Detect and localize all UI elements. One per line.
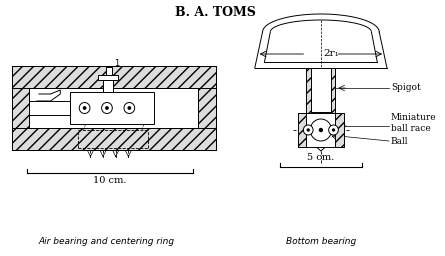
Circle shape bbox=[307, 129, 309, 131]
Text: Air bearing and centering ring: Air bearing and centering ring bbox=[39, 237, 175, 246]
Bar bbox=[198, 88, 216, 128]
Text: 1: 1 bbox=[114, 59, 119, 69]
Circle shape bbox=[128, 107, 130, 109]
Bar bbox=[298, 113, 306, 147]
Bar bbox=[12, 66, 216, 88]
Text: 10 cm.: 10 cm. bbox=[93, 176, 127, 185]
Text: B. A. TOMS: B. A. TOMS bbox=[175, 6, 256, 19]
Bar bbox=[103, 80, 113, 92]
Bar bbox=[12, 128, 216, 150]
Circle shape bbox=[106, 107, 108, 109]
Text: 5 cm.: 5 cm. bbox=[307, 153, 335, 162]
Bar bbox=[70, 92, 154, 124]
Circle shape bbox=[332, 129, 335, 131]
Circle shape bbox=[310, 119, 332, 141]
Bar bbox=[106, 67, 112, 75]
Bar bbox=[311, 68, 331, 112]
Bar bbox=[29, 101, 70, 115]
Circle shape bbox=[79, 102, 90, 113]
Text: 2r₁: 2r₁ bbox=[324, 48, 340, 58]
Circle shape bbox=[303, 125, 313, 135]
Circle shape bbox=[329, 125, 338, 135]
Text: Spigot: Spigot bbox=[391, 83, 421, 92]
Bar bbox=[298, 113, 344, 147]
Bar bbox=[306, 68, 336, 116]
Bar bbox=[12, 88, 29, 128]
Circle shape bbox=[320, 129, 322, 132]
Text: Ball: Ball bbox=[391, 136, 409, 145]
Bar bbox=[336, 113, 344, 147]
Circle shape bbox=[83, 107, 86, 109]
Text: Miniature
ball race: Miniature ball race bbox=[391, 113, 437, 133]
Bar bbox=[12, 88, 216, 128]
Circle shape bbox=[101, 102, 112, 113]
Text: Bottom bearing: Bottom bearing bbox=[286, 237, 356, 246]
Circle shape bbox=[124, 102, 135, 113]
Bar bbox=[98, 75, 117, 80]
